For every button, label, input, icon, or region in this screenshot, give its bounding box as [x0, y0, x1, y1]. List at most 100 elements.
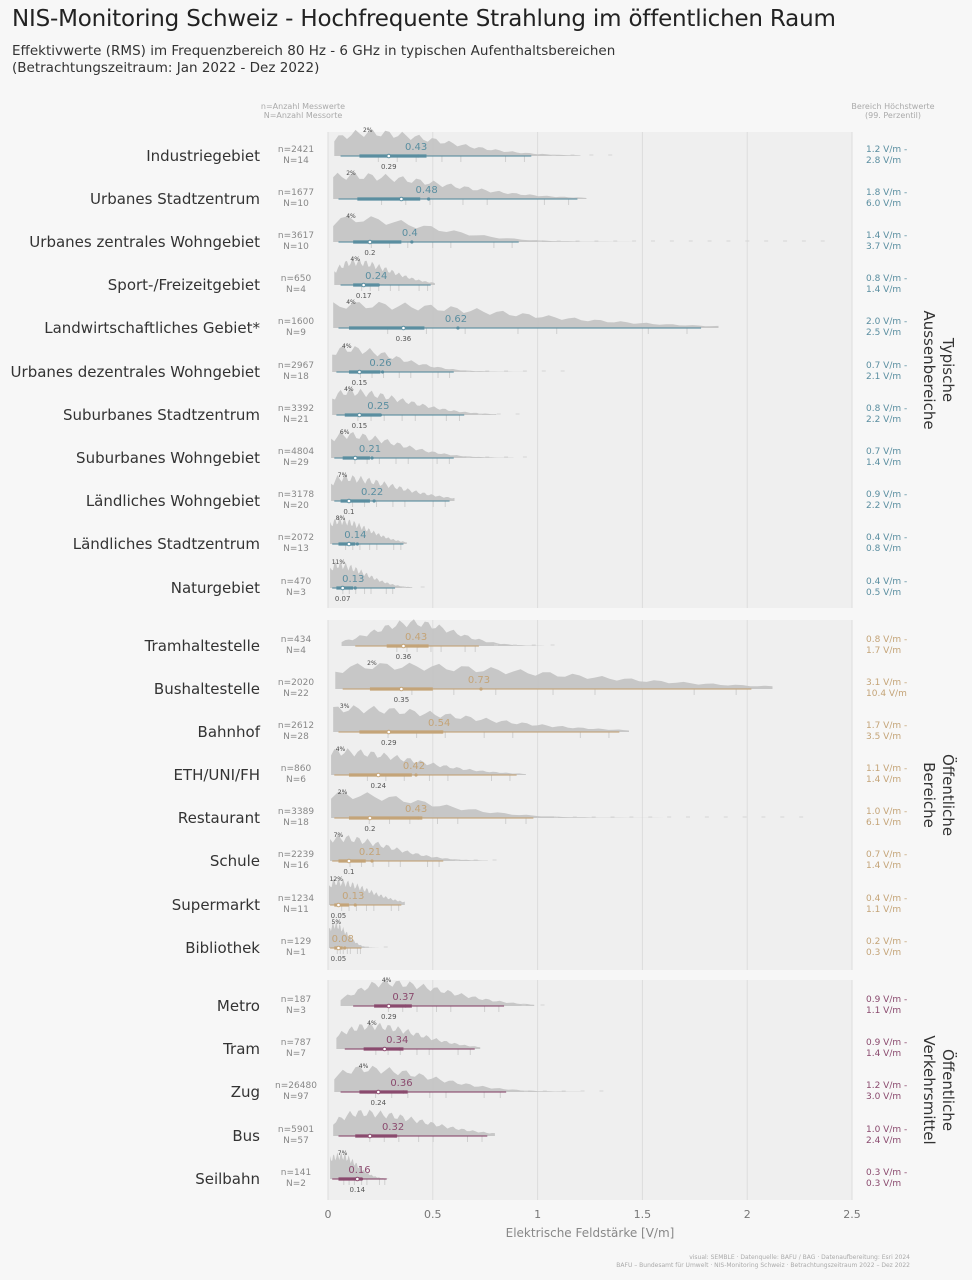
mean-point — [416, 816, 420, 820]
x-tick-label: 0 — [325, 1208, 332, 1221]
mean-label: 0.62 — [445, 314, 467, 325]
range-low-label: 0.3 V/m - — [866, 1168, 907, 1178]
count-measurements: n=4804 — [278, 447, 314, 457]
count-measurements: n=470 — [281, 577, 312, 587]
median-label: 0.1 — [343, 508, 354, 516]
median-point — [336, 945, 341, 951]
count-locations: N=9 — [286, 328, 306, 338]
count-measurements: n=2967 — [278, 361, 314, 371]
x-axis-label: Elektrische Feldstärke [V/m] — [506, 1226, 675, 1240]
mean-label: 0.43 — [405, 804, 427, 815]
median-point — [367, 815, 373, 821]
density-ridge — [332, 388, 497, 415]
category-label: Industriegebiet — [146, 147, 260, 165]
mean-point — [353, 586, 357, 590]
range-high-label: 2.2 V/m — [866, 415, 901, 425]
median-point — [399, 196, 404, 202]
mean-point — [403, 1004, 408, 1008]
median-label: 0.24 — [371, 1099, 387, 1107]
mode-percent-label: 4% — [359, 1063, 369, 1070]
mode-percent-label: 4% — [367, 1020, 377, 1027]
mode-percent-label: 12% — [330, 876, 344, 883]
count-locations: N=20 — [283, 501, 309, 511]
range-low-label: 0.4 V/m - — [866, 894, 907, 904]
density-ridge — [330, 517, 407, 544]
mode-percent-label: 7% — [338, 1150, 348, 1157]
density-ridge — [333, 705, 629, 732]
count-locations: N=29 — [283, 458, 309, 468]
median-label: 0.2 — [364, 249, 375, 257]
category-label: Sport-/Freizeitgebiet — [108, 276, 260, 294]
density-ridge — [330, 834, 488, 861]
category-label: Urbanes zentrales Wohngebiet — [29, 233, 260, 251]
median-point — [376, 1089, 381, 1095]
range-low-label: 1.2 V/m - — [866, 1081, 907, 1091]
median-point — [352, 455, 358, 461]
mean-label: 0.13 — [342, 574, 364, 585]
count-measurements: n=129 — [281, 937, 312, 947]
caption-line-1: visual: SEMBLE · Datenquelle: BAFU / BAG… — [689, 1254, 910, 1261]
range-high-label: 3.7 V/m — [866, 242, 901, 252]
mean-point — [393, 1134, 397, 1138]
density-ridge — [334, 258, 435, 285]
density-ridge — [334, 129, 581, 156]
range-high-label: 1.4 V/m — [866, 285, 901, 295]
range-high-label: 6.0 V/m — [866, 199, 901, 209]
range-low-label: 0.9 V/m - — [866, 490, 907, 500]
density-ridge — [329, 878, 405, 905]
count-locations: N=28 — [283, 732, 309, 742]
density-ridge — [341, 619, 545, 646]
count-measurements: n=2072 — [278, 533, 314, 543]
range-low-label: 0.4 V/m - — [866, 533, 907, 543]
mode-percent-label: 7% — [334, 832, 344, 839]
caption-line-2: BAFU – Bundesamt für Umwelt · NIS-Monito… — [616, 1262, 910, 1269]
header-left-line-1: n=Anzahl Messwerte — [261, 102, 345, 111]
category-label: Suburbanes Stadtzentrum — [63, 406, 260, 424]
mean-label: 0.24 — [365, 271, 387, 282]
range-low-label: 0.2 V/m - — [866, 937, 907, 947]
mean-label: 0.21 — [359, 444, 381, 455]
range-high-label: 0.8 V/m — [866, 544, 901, 554]
mean-point — [414, 773, 418, 777]
median-label: 0.14 — [350, 1186, 366, 1194]
header-right-line-1: Bereich Höchstwerte — [851, 102, 934, 111]
median-label: 0.05 — [331, 955, 347, 963]
count-measurements: n=1234 — [278, 894, 314, 904]
median-point — [386, 729, 392, 735]
chart-caption: visual: SEMBLE · Datenquelle: BAFU / BAG… — [616, 1254, 910, 1270]
category-label: Naturgebiet — [171, 579, 260, 597]
mean-point — [376, 283, 380, 287]
mode-percent-label: 6% — [340, 429, 350, 436]
category-label: ETH/UNI/FH — [173, 766, 260, 784]
count-locations: N=13 — [283, 544, 309, 554]
count-locations: N=97 — [283, 1092, 309, 1102]
category-label: Metro — [217, 997, 260, 1015]
median-point — [361, 282, 366, 288]
mean-label: 0.48 — [415, 185, 437, 196]
count-locations: N=16 — [283, 861, 309, 871]
subtitle-line-2: (Betrachtungszeitraum: Jan 2022 - Dez 20… — [12, 60, 320, 76]
range-high-label: 0.3 V/m — [866, 948, 901, 958]
header-right-line-2: (99. Perzentil) — [865, 111, 921, 120]
range-low-label: 1.0 V/m - — [866, 1125, 907, 1135]
range-low-label: 0.7 V/m — [866, 447, 901, 457]
category-label: Seilbahn — [195, 1170, 260, 1188]
count-locations: N=2 — [286, 1179, 306, 1189]
category-label: Supermarkt — [172, 896, 260, 914]
range-high-label: 3.5 V/m — [866, 732, 901, 742]
count-measurements: n=2612 — [278, 721, 314, 731]
mode-percent-label: 4% — [350, 256, 360, 263]
mean-point — [343, 946, 347, 950]
count-measurements: n=141 — [281, 1168, 311, 1178]
median-point — [346, 498, 352, 504]
mean-point — [456, 326, 460, 330]
range-high-label: 2.5 V/m — [866, 328, 901, 338]
count-measurements: n=3392 — [278, 404, 314, 414]
count-locations: N=10 — [283, 199, 309, 209]
range-high-label: 2.8 V/m — [866, 156, 901, 166]
mean-point — [416, 154, 420, 158]
range-low-label: 0.7 V/m - — [866, 850, 907, 860]
mode-percent-label: 2% — [338, 789, 348, 796]
density-ridge — [331, 791, 758, 818]
median-label: 0.15 — [352, 379, 368, 387]
